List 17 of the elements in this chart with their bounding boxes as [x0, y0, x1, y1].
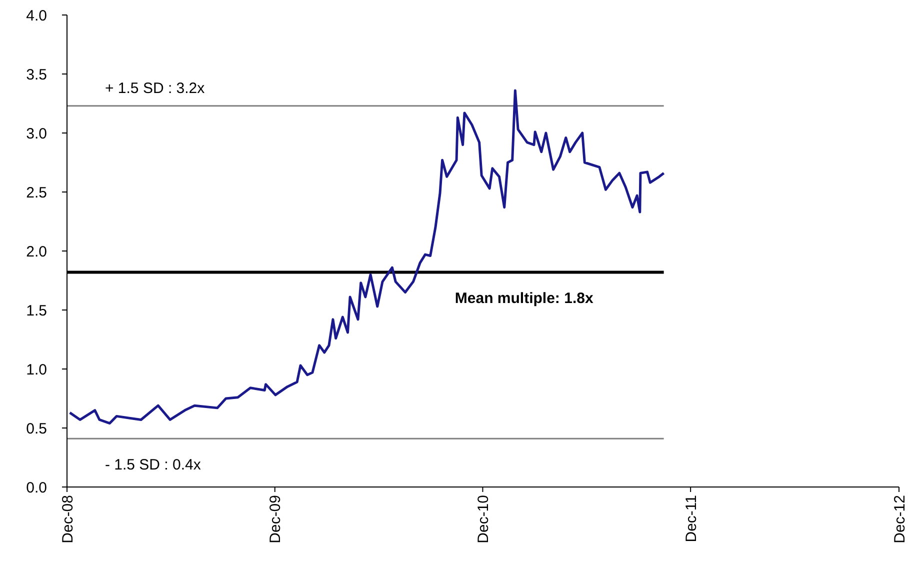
x-tick-label: Dec-08 — [59, 495, 76, 544]
y-tick-label: 0.5 — [26, 420, 47, 438]
y-tick-label: 2.5 — [26, 184, 47, 202]
x-tick-label: Dec-12 — [891, 495, 908, 544]
y-tick-label: 1.0 — [26, 361, 47, 378]
ref-line-label: Mean multiple: 1.8x — [454, 290, 594, 308]
y-tick-label: 4.0 — [26, 7, 47, 24]
x-tick-label: Dec-11 — [682, 495, 700, 542]
ref-line-label: - 1.5 SD : 0.4x — [105, 456, 202, 474]
x-tick-label: Dec-10 — [474, 495, 492, 544]
x-tick-label: Dec-09 — [267, 495, 284, 544]
y-tick-label: 2.0 — [26, 243, 47, 260]
ref-line-label: + 1.5 SD : 3.2x — [105, 80, 206, 97]
y-tick-label: 3.5 — [26, 66, 47, 84]
y-tick-label: 3.0 — [26, 125, 47, 142]
y-tick-label: 0.0 — [26, 479, 47, 496]
y-tick-label: 1.5 — [26, 302, 47, 320]
